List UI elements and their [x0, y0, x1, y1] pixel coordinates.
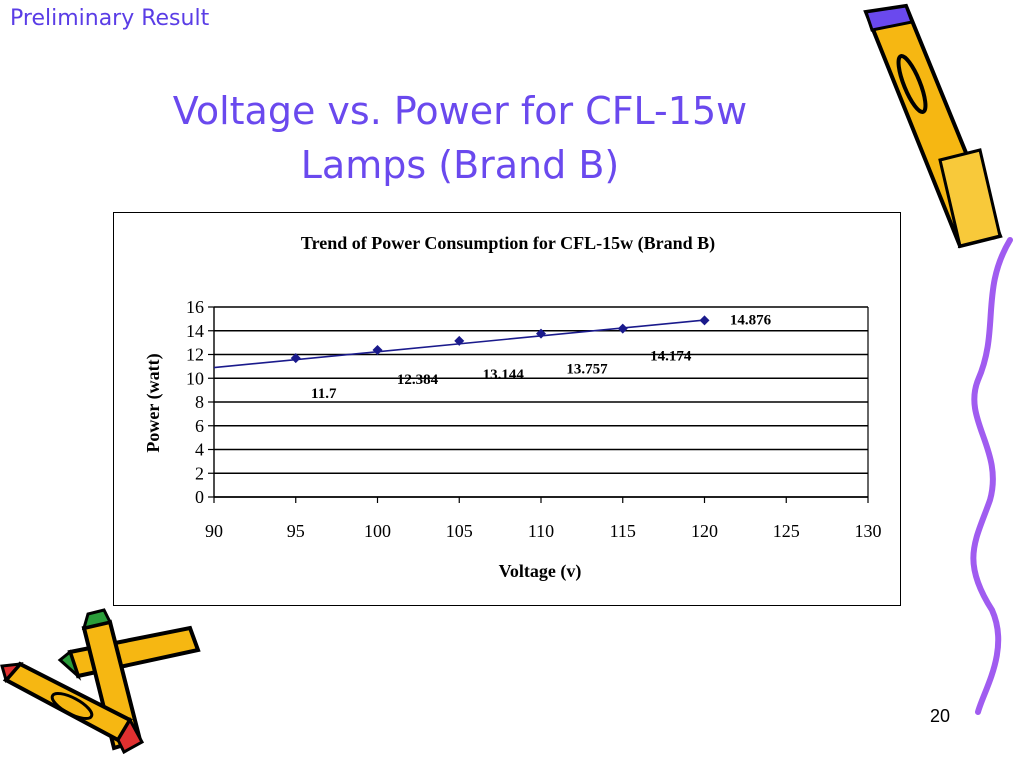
- data-label: 13.757: [566, 362, 608, 378]
- x-axis-label: Voltage (v): [499, 561, 582, 582]
- slide-title-line-2: Lamps (Brand B): [300, 143, 620, 187]
- data-point: [372, 344, 383, 355]
- pencil-icon: [863, 3, 1003, 249]
- x-tick-label: 115: [610, 521, 636, 541]
- squiggle-line: [970, 237, 1013, 715]
- crayons-icon: [0, 608, 201, 755]
- chart-title: Trend of Power Consumption for CFL-15w (…: [301, 233, 715, 254]
- data-label: 13.144: [483, 367, 525, 383]
- series: 11.7 12.384 13.144 13.757 14.174 14.876: [213, 312, 772, 402]
- slide-header: Preliminary Result: [10, 6, 210, 31]
- slide-title: Voltage vs. Power for CFL-15w Lamps (Bra…: [130, 84, 790, 192]
- data-point: [699, 315, 710, 326]
- data-point: [454, 335, 465, 346]
- y-tick-label: 14: [186, 321, 204, 341]
- data-point: [536, 328, 546, 339]
- axes: 0 2 4 6 8 10 12 14 16 90 95 100 105 110 115 120 125 130: [186, 297, 882, 541]
- grid: [214, 306, 869, 498]
- y-tick-label: 4: [195, 440, 204, 460]
- data-point: [617, 323, 628, 334]
- page-number: 20: [930, 706, 951, 726]
- data-label: 14.174: [650, 349, 692, 365]
- data-point: [290, 353, 301, 364]
- y-tick-label: 8: [195, 392, 204, 412]
- chart-frame: Trend of Power Consumption for CFL-15w (…: [113, 212, 901, 606]
- x-tick-label: 105: [446, 521, 473, 541]
- y-tick-label: 0: [195, 487, 204, 507]
- y-tick-label: 2: [195, 463, 204, 483]
- y-tick-label: 16: [186, 297, 204, 317]
- data-label: 14.876: [730, 312, 772, 328]
- x-tick-label: 90: [205, 521, 223, 541]
- y-tick-label: 12: [186, 345, 204, 365]
- chart: Trend of Power Consumption for CFL-15w (…: [143, 233, 882, 582]
- data-label: 12.384: [397, 372, 439, 388]
- x-tick-label: 110: [528, 521, 554, 541]
- x-tick-label: 125: [773, 521, 800, 541]
- x-tick-label: 100: [364, 521, 391, 541]
- x-tick-label: 120: [691, 521, 718, 541]
- y-tick-label: 10: [186, 368, 204, 388]
- x-tick-label: 130: [855, 521, 882, 541]
- x-tick-label: 95: [287, 521, 305, 541]
- slide-title-line-1: Voltage vs. Power for CFL-15w: [172, 89, 748, 133]
- y-axis-label: Power (watt): [143, 353, 164, 452]
- data-label: 11.7: [311, 386, 337, 402]
- y-tick-label: 6: [195, 416, 204, 436]
